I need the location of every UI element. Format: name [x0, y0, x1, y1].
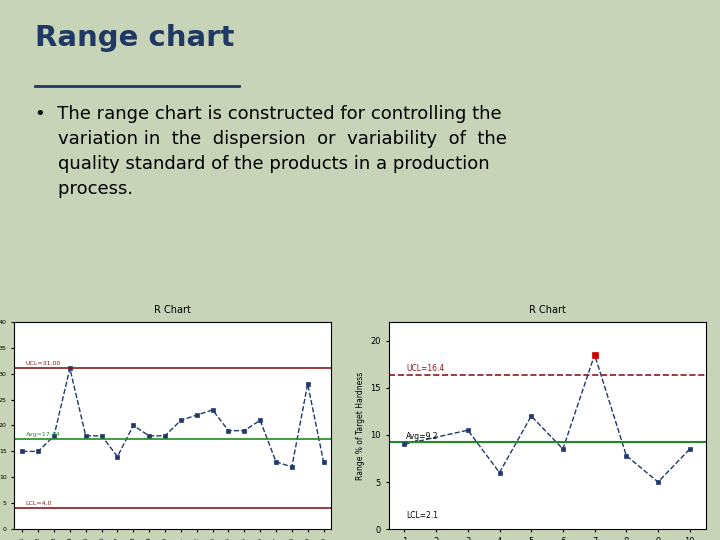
Title: R Chart: R Chart	[155, 306, 192, 315]
Text: LCL=2.1: LCL=2.1	[406, 511, 438, 520]
Text: •  The range chart is constructed for controlling the
    variation in  the  dis: • The range chart is constructed for con…	[35, 105, 507, 198]
Text: Avg=9.2: Avg=9.2	[406, 431, 438, 441]
Text: UCL=31.00: UCL=31.00	[25, 361, 60, 366]
Text: LCL=4.0: LCL=4.0	[25, 501, 52, 506]
Title: R Chart: R Chart	[528, 306, 565, 315]
Y-axis label: Range % of Target Hardness: Range % of Target Hardness	[356, 372, 365, 480]
Text: Avg=17.34: Avg=17.34	[25, 431, 60, 437]
Text: Range chart: Range chart	[35, 24, 235, 52]
Text: UCL=16.4: UCL=16.4	[406, 363, 444, 373]
